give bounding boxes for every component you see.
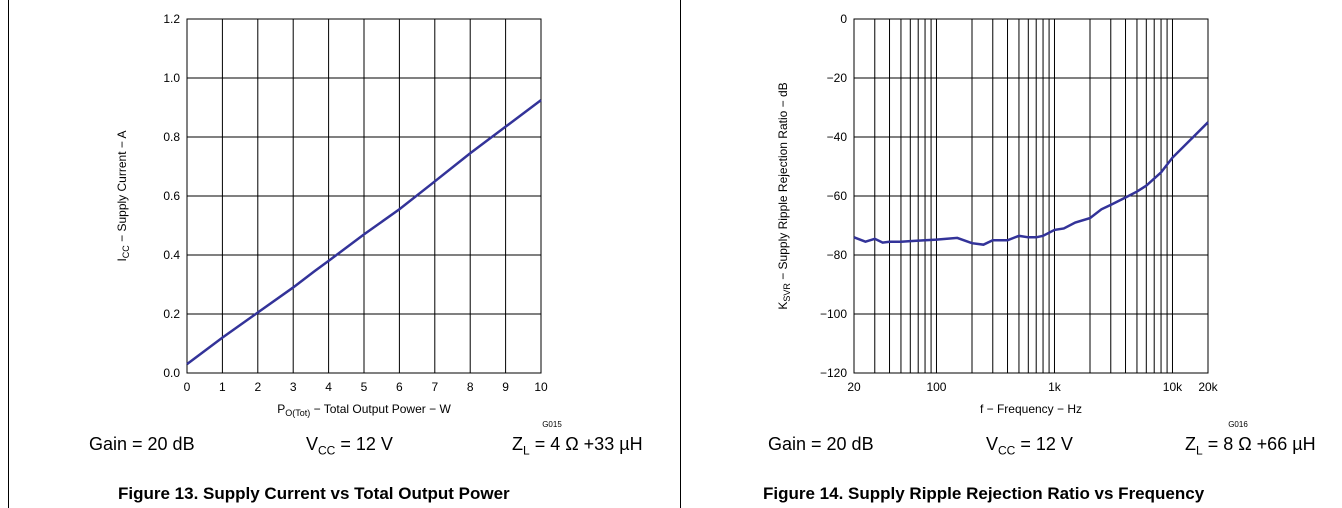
figure-caption: Figure 13. Supply Current vs Total Outpu… <box>118 484 510 503</box>
y-tick-label: 0.2 <box>163 307 180 321</box>
y-tick-label: −80 <box>827 248 848 262</box>
x-tick-label: 100 <box>926 380 946 394</box>
y-tick-label: 1.0 <box>163 71 180 85</box>
figure-14-chart: 20 100 1k 10k 20k 0 −20 −40 −60 −80 −100 −120 f − F… <box>776 12 1248 429</box>
x-tick-label: 1 <box>219 380 226 394</box>
tick-labels: 20 100 1k 10k 20k 0 −20 −40 −60 −80 −100 −120 <box>820 12 1219 394</box>
y-axis-label: ICC − Supply Current − A <box>115 130 131 261</box>
x-tick-label: 7 <box>431 380 438 394</box>
y-tick-label: −120 <box>820 366 847 380</box>
zl-condition: ZL = 8 Ω +66 µH <box>1185 434 1316 458</box>
x-tick-label: 2 <box>254 380 261 394</box>
figure-14-panel: 20 100 1k 10k 20k 0 −20 −40 −60 −80 −100 −120 f − F… <box>680 0 1342 508</box>
y-tick-label: −20 <box>827 71 848 85</box>
figure-13-panel: 0 1 2 3 4 5 6 7 8 9 10 0.0 0.2 0.4 0.6 0.8 1.0 1.2 PO(Tot… <box>89 12 643 503</box>
x-tick-label: 5 <box>361 380 368 394</box>
series-line <box>186 99 542 366</box>
x-axis-label: PO(Tot) − Total Output Power − W <box>277 402 451 418</box>
middle-border <box>680 0 681 508</box>
plot-frame <box>853 18 1209 374</box>
figure-caption: Figure 14. Supply Ripple Rejection Ratio… <box>763 484 1205 503</box>
x-tick-label: 20 <box>847 380 861 394</box>
grid <box>187 19 541 373</box>
x-tick-label: 9 <box>502 380 509 394</box>
x-axis-label: f − Frequency − Hz <box>980 402 1082 416</box>
figure-code: G015 <box>542 420 562 429</box>
x-tick-label: 3 <box>290 380 297 394</box>
y-tick-label: −100 <box>820 307 847 321</box>
y-tick-label: 0.8 <box>163 130 180 144</box>
x-tick-label: 8 <box>467 380 474 394</box>
figure-code: G016 <box>1228 420 1248 429</box>
y-tick-label: 0.4 <box>163 248 180 262</box>
grid <box>854 19 1208 373</box>
y-tick-label: 0.6 <box>163 189 180 203</box>
plot-frame <box>186 18 542 374</box>
x-tick-label: 20k <box>1198 380 1218 394</box>
x-tick-label: 0 <box>184 380 191 394</box>
vcc-condition: VCC = 12 V <box>986 434 1073 458</box>
series-line <box>853 121 1209 246</box>
left-border <box>8 0 9 508</box>
y-tick-label: −40 <box>827 130 848 144</box>
gain-condition: Gain = 20 dB <box>89 434 195 454</box>
tick-labels: 0 1 2 3 4 5 6 7 8 9 10 0.0 0.2 0.4 0.6 0.8 1.0 1.2 <box>163 12 548 394</box>
y-tick-label: −60 <box>827 189 848 203</box>
figure-13-chart: 0 1 2 3 4 5 6 7 8 9 10 0.0 0.2 0.4 0.6 0.8 1.0 1.2 PO(Tot… <box>115 12 562 429</box>
x-tick-label: 10k <box>1163 380 1183 394</box>
vcc-condition: VCC = 12 V <box>306 434 393 458</box>
y-axis-label: KSVR − Supply Ripple Rejection Ratio − d… <box>776 82 792 309</box>
x-tick-label: 4 <box>325 380 332 394</box>
y-tick-label: 0 <box>840 12 847 26</box>
x-tick-label: 1k <box>1048 380 1062 394</box>
y-tick-label: 1.2 <box>163 12 180 26</box>
x-tick-label: 10 <box>534 380 548 394</box>
zl-condition: ZL = 4 Ω +33 µH <box>512 434 643 458</box>
y-tick-label: 0.0 <box>163 366 180 380</box>
gain-condition: Gain = 20 dB <box>768 434 874 454</box>
x-tick-label: 6 <box>396 380 403 394</box>
